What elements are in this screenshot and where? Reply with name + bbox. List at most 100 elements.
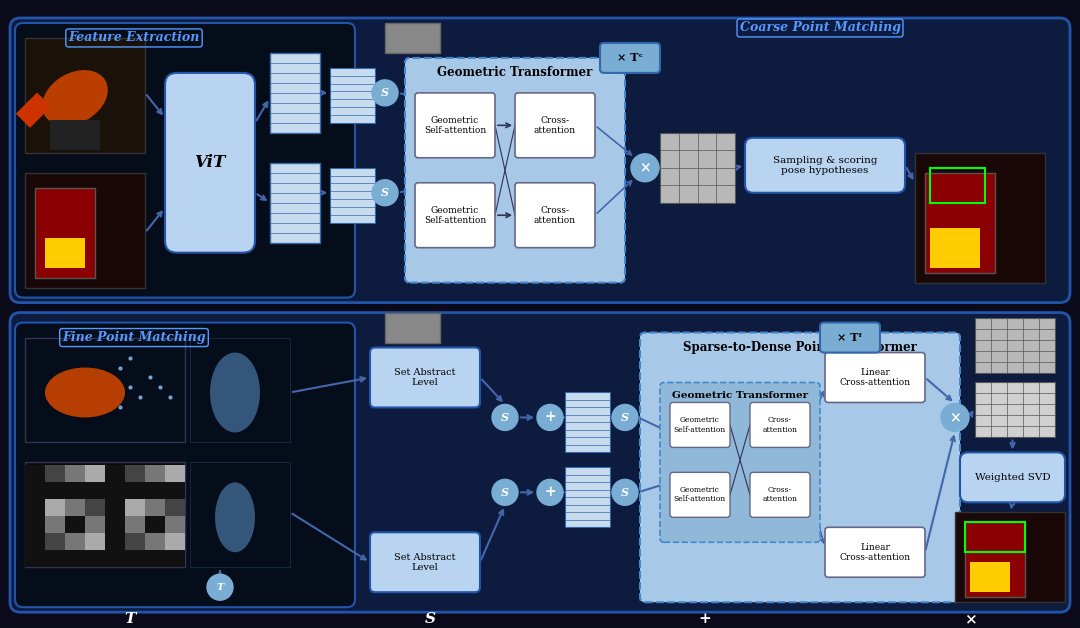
Bar <box>16 92 51 128</box>
Text: Geometric
Self-attention: Geometric Self-attention <box>674 486 726 504</box>
Text: +: + <box>544 411 556 425</box>
Bar <box>85 499 105 516</box>
Text: Cross-
attention: Cross- attention <box>534 205 576 225</box>
Bar <box>25 499 45 516</box>
FancyBboxPatch shape <box>565 467 610 528</box>
FancyBboxPatch shape <box>415 183 495 247</box>
Circle shape <box>612 404 638 430</box>
FancyBboxPatch shape <box>660 382 820 542</box>
FancyBboxPatch shape <box>975 382 1055 438</box>
Text: Set Abstract
Level: Set Abstract Level <box>394 553 456 572</box>
Text: Geometric Transformer: Geometric Transformer <box>672 391 808 400</box>
Text: × Tᶠ: × Tᶠ <box>837 332 863 343</box>
FancyBboxPatch shape <box>10 18 1070 303</box>
Bar <box>45 550 65 567</box>
Bar <box>85 482 105 499</box>
FancyBboxPatch shape <box>190 462 291 567</box>
FancyBboxPatch shape <box>515 93 595 158</box>
Bar <box>125 550 145 567</box>
Text: Weighted SVD: Weighted SVD <box>974 473 1051 482</box>
Text: Feature Extraction: Feature Extraction <box>68 31 200 45</box>
Bar <box>65 550 85 567</box>
Bar <box>145 465 165 482</box>
Text: × Tᶜ: × Tᶜ <box>617 52 643 63</box>
FancyBboxPatch shape <box>515 183 595 247</box>
Text: Fine Point Matching: Fine Point Matching <box>63 331 206 344</box>
Circle shape <box>492 479 518 506</box>
Ellipse shape <box>210 352 260 433</box>
FancyBboxPatch shape <box>384 313 440 342</box>
Circle shape <box>537 479 563 506</box>
FancyBboxPatch shape <box>825 352 924 403</box>
FancyBboxPatch shape <box>825 528 924 577</box>
FancyBboxPatch shape <box>670 472 730 517</box>
Text: Geometric
Self-attention: Geometric Self-attention <box>423 205 486 225</box>
Text: S: S <box>621 412 629 423</box>
Bar <box>25 482 45 499</box>
Circle shape <box>492 404 518 430</box>
Circle shape <box>941 403 969 431</box>
Bar <box>45 482 65 499</box>
Bar <box>125 499 145 516</box>
Bar <box>105 516 125 533</box>
Text: Geometric
Self-attention: Geometric Self-attention <box>423 116 486 135</box>
Circle shape <box>612 479 638 506</box>
Circle shape <box>537 404 563 430</box>
FancyBboxPatch shape <box>415 93 495 158</box>
Text: Sampling & scoring
pose hypotheses: Sampling & scoring pose hypotheses <box>773 156 877 175</box>
Bar <box>25 533 45 550</box>
FancyBboxPatch shape <box>384 23 440 53</box>
Bar <box>45 499 65 516</box>
FancyBboxPatch shape <box>975 318 1055 372</box>
FancyBboxPatch shape <box>330 68 375 123</box>
Bar <box>924 173 995 273</box>
Ellipse shape <box>42 70 108 126</box>
Ellipse shape <box>215 482 255 552</box>
Bar <box>145 550 165 567</box>
Bar <box>165 533 185 550</box>
Bar <box>145 533 165 550</box>
Bar <box>165 516 185 533</box>
Bar <box>25 550 45 567</box>
FancyBboxPatch shape <box>25 337 185 442</box>
Bar <box>65 499 85 516</box>
Text: T: T <box>216 583 224 592</box>
Bar <box>35 188 95 278</box>
FancyBboxPatch shape <box>25 38 145 153</box>
Bar <box>65 516 85 533</box>
Bar <box>125 482 145 499</box>
Bar <box>165 482 185 499</box>
Text: ×: × <box>963 612 976 626</box>
Bar <box>165 499 185 516</box>
FancyBboxPatch shape <box>15 323 355 607</box>
FancyBboxPatch shape <box>330 168 375 223</box>
FancyBboxPatch shape <box>25 173 145 288</box>
Circle shape <box>372 80 399 106</box>
FancyBboxPatch shape <box>960 452 1065 502</box>
FancyBboxPatch shape <box>670 403 730 447</box>
Bar <box>85 465 105 482</box>
Bar <box>105 550 125 567</box>
Text: Cross-
attention: Cross- attention <box>762 486 797 504</box>
FancyBboxPatch shape <box>165 73 255 252</box>
Text: ViT: ViT <box>194 154 226 171</box>
Text: Sparse-to-Dense Point Transformer: Sparse-to-Dense Point Transformer <box>683 341 917 354</box>
Text: ×: × <box>639 161 651 175</box>
FancyBboxPatch shape <box>15 23 355 298</box>
FancyBboxPatch shape <box>270 163 320 242</box>
Bar <box>45 533 65 550</box>
FancyBboxPatch shape <box>640 333 960 602</box>
Circle shape <box>372 180 399 206</box>
FancyBboxPatch shape <box>660 133 735 203</box>
Bar <box>165 465 185 482</box>
Ellipse shape <box>45 367 125 418</box>
FancyBboxPatch shape <box>820 323 880 352</box>
FancyBboxPatch shape <box>370 533 480 592</box>
Bar <box>966 522 1025 597</box>
Bar <box>65 465 85 482</box>
Text: S: S <box>381 187 389 198</box>
Bar <box>145 499 165 516</box>
FancyBboxPatch shape <box>190 337 291 442</box>
FancyBboxPatch shape <box>750 403 810 447</box>
Bar <box>105 533 125 550</box>
